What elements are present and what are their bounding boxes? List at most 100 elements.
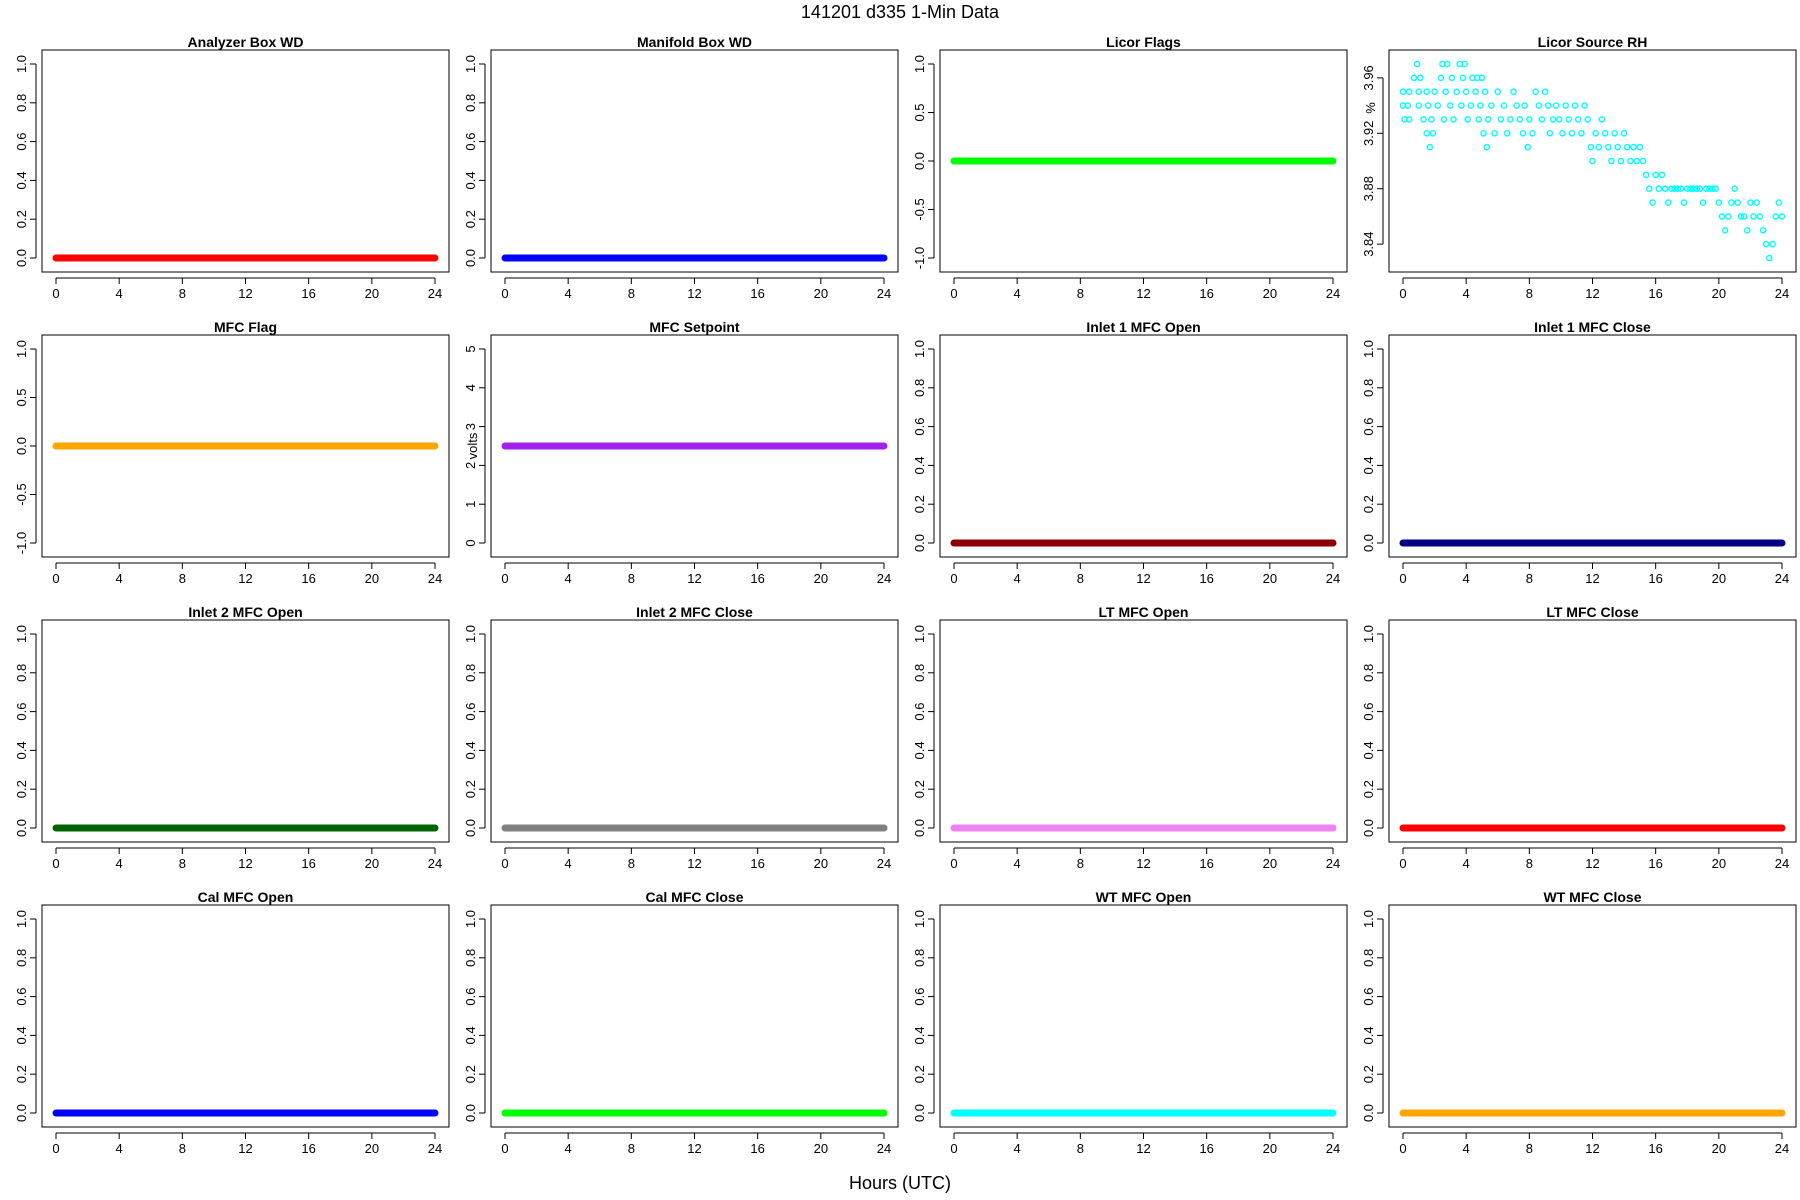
plot-frame	[939, 49, 1348, 273]
y-tick-label: 0.6	[1361, 703, 1376, 721]
data-point	[1677, 185, 1685, 193]
x-tick-label: 24	[1326, 286, 1340, 301]
plot-frame	[939, 334, 1348, 558]
data-point	[1661, 185, 1669, 193]
data-point	[1718, 213, 1726, 220]
x-tick-label: 0	[501, 571, 508, 586]
x-tick-label: 4	[1463, 286, 1470, 301]
x-tick-label: 8	[628, 286, 635, 301]
data-point	[1601, 129, 1609, 137]
x-tick-label: 8	[179, 571, 186, 586]
panel-inlet-1-mfc-open: Inlet 1 MFC Open 0 4 8 12 16 20 24 0.0 0.2 0.4 0.6 0…	[912, 319, 1348, 586]
y-tick-label: 0.4	[912, 456, 927, 474]
y-tick-label: 0.6	[14, 133, 29, 151]
x-tick-label: 8	[179, 286, 186, 301]
panel-title: WT MFC Close	[1544, 889, 1642, 905]
y-tick-label: -1.0	[14, 532, 29, 554]
y-tick-label: 0.8	[463, 664, 478, 682]
x-tick-label: 16	[1648, 286, 1662, 301]
panel-title: LT MFC Close	[1546, 604, 1639, 620]
x-tick-label: 4	[1014, 571, 1021, 586]
data-point	[1734, 199, 1742, 206]
data-point	[1478, 74, 1486, 82]
data-point	[1431, 88, 1438, 96]
y-tick-label: 1.0	[14, 625, 29, 643]
x-tick-label: 4	[1463, 1141, 1470, 1156]
x-tick-label: 20	[365, 571, 379, 586]
x-tick-label: 12	[687, 1141, 701, 1156]
data-point	[1459, 74, 1467, 82]
data-point	[1762, 240, 1770, 248]
x-tick-label: 16	[1648, 856, 1662, 871]
plot-frame	[490, 619, 899, 843]
data-point	[1665, 199, 1672, 206]
data-point	[1737, 213, 1745, 220]
x-tick-label: 16	[301, 1141, 315, 1156]
y-tick-label: -0.5	[912, 198, 927, 220]
data-point	[1546, 129, 1554, 137]
data-point	[1728, 199, 1735, 206]
data-point	[1423, 129, 1430, 137]
panel-title: MFC Flag	[214, 319, 277, 335]
x-tick-label: 24	[428, 856, 442, 871]
data-point	[1598, 116, 1606, 123]
y-tick-label: 4	[463, 384, 478, 391]
data-point	[1417, 74, 1424, 82]
x-tick-label: 24	[428, 571, 442, 586]
y-tick-label: 0.8	[1361, 664, 1376, 682]
x-tick-label: 4	[565, 856, 572, 871]
y-tick-label: 0.8	[463, 94, 478, 112]
x-tick-label: 20	[1263, 856, 1277, 871]
y-tick-label: 1.0	[1361, 340, 1376, 358]
panel-lt-mfc-close: LT MFC Close 0 4 8 12 16 20 24 0.0 0.2 0.4 0.6 0.8 1.…	[1361, 604, 1797, 871]
y-tick-label: 0.6	[1361, 988, 1376, 1006]
y-tick-label: 1	[463, 501, 478, 508]
plot-frame	[41, 49, 450, 273]
y-tick-label: 0.2	[14, 210, 29, 228]
x-tick-label: 24	[1775, 571, 1789, 586]
panel-inlet-2-mfc-close: Inlet 2 MFC Close 0 4 8 12 16 20 24 0.0 0.2 0.4 0.6…	[463, 604, 899, 871]
y-tick-label: 0.8	[912, 949, 927, 967]
x-tick-label: 24	[877, 1141, 891, 1156]
y-tick-label: 0.0	[463, 249, 478, 267]
data-point	[1687, 185, 1694, 193]
data-point	[1423, 88, 1430, 96]
plot-frame	[1388, 619, 1797, 843]
x-tick-label: 12	[687, 571, 701, 586]
panel-cal-mfc-close: Cal MFC Close 0 4 8 12 16 20 24 0.0 0.2 0.4 0.6 0.8 1…	[463, 889, 899, 1156]
data-point	[1556, 116, 1563, 123]
panel-title: Cal MFC Close	[645, 889, 743, 905]
data-point	[1671, 185, 1678, 193]
data-point	[1503, 129, 1511, 137]
x-tick-label: 20	[1263, 1141, 1277, 1156]
data-point	[1623, 143, 1631, 151]
y-tick-label: 0.0	[912, 534, 927, 552]
x-tick-label: 0	[52, 571, 59, 586]
panel-title: Cal MFC Open	[198, 889, 294, 905]
x-tick-label: 20	[1263, 571, 1277, 586]
data-point	[1772, 213, 1779, 220]
x-tick-label: 0	[950, 571, 957, 586]
y-tick-label: 0.4	[14, 171, 29, 189]
data-point	[1521, 102, 1528, 109]
x-tick-label: 8	[1526, 286, 1533, 301]
data-point	[1404, 102, 1412, 109]
y-tick-label: 1.0	[1361, 625, 1376, 643]
panel-title: Licor Source RH	[1538, 34, 1648, 50]
y-tick-label: 0.0	[14, 249, 29, 267]
x-tick-label: 0	[1399, 571, 1406, 586]
page-title: 141201 d335 1-Min Data	[801, 2, 1000, 22]
x-tick-label: 4	[1463, 571, 1470, 586]
data-point	[1769, 240, 1776, 248]
x-tick-label: 20	[1712, 856, 1726, 871]
x-tick-label: 4	[116, 286, 123, 301]
data-point	[1500, 102, 1508, 109]
y-tick-label: 0.0	[14, 1104, 29, 1122]
x-tick-label: 0	[950, 856, 957, 871]
y-tick-label: 0.2	[912, 1065, 927, 1083]
data-point	[1674, 185, 1682, 193]
data-point	[1467, 102, 1475, 109]
data-point	[1529, 129, 1536, 137]
data-point	[1477, 102, 1484, 109]
data-point	[1447, 102, 1454, 109]
